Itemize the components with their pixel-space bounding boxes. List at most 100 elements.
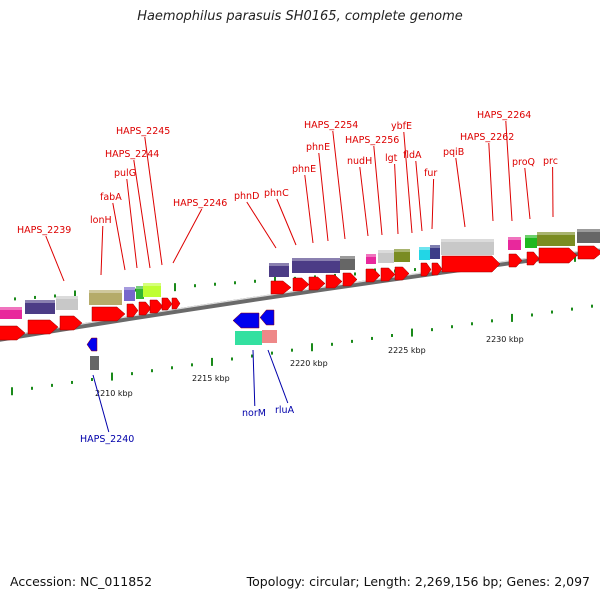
cds-arrow (538, 247, 578, 264)
gene-label: ybfE (391, 121, 412, 132)
feature-highlight (124, 287, 135, 290)
cds-arrow (441, 255, 501, 273)
cds-arrow (161, 297, 173, 311)
leader-line (45, 235, 65, 282)
lower-tick-row (11, 304, 593, 396)
feature-highlight (136, 286, 144, 289)
leader-line (403, 131, 413, 234)
feature-box (89, 290, 122, 305)
cds-arrow (394, 266, 410, 281)
scale-label: 2230 kbp (486, 335, 524, 344)
feature-highlight (508, 237, 521, 240)
cds-arrow (0, 325, 26, 341)
gene-label: HAPS_2254 (304, 120, 358, 131)
gene-label-reverse: rluA (275, 405, 295, 416)
feature-box (235, 331, 262, 345)
cds-arrow (292, 277, 310, 292)
cds-arrow (27, 319, 59, 335)
scale-label: 2210 kbp (95, 389, 133, 398)
reverse-strand-features (86, 309, 277, 370)
feature-highlight (292, 258, 340, 261)
gene-labels: HAPS_2239 lonH fabA pulG HAPS_2244 HAPS_2245 H… (17, 110, 558, 445)
feature-box (525, 235, 537, 248)
gene-label: nudH (347, 156, 372, 167)
gene-label-reverse: HAPS_2240 (80, 434, 134, 445)
cds-arrow (270, 280, 292, 295)
gene-label: HAPS_2264 (477, 110, 531, 121)
gene-label: pqiB (443, 147, 464, 158)
cds-arrow (126, 303, 139, 318)
feature-box (366, 254, 376, 264)
cds-arrow (365, 268, 381, 283)
cds-arrow (171, 297, 181, 310)
leader-line (488, 142, 494, 222)
cds-arrow (342, 272, 358, 287)
gene-label: fabA (100, 192, 122, 203)
cds-arrow (59, 315, 83, 331)
leader-line (524, 167, 531, 220)
gene-label: HAPS_2262 (460, 132, 514, 143)
cds-arrow (577, 245, 600, 260)
accession-text: Accession: NC_011852 (10, 574, 153, 589)
feature-highlight (537, 232, 575, 235)
scale-label: 2225 kbp (388, 346, 426, 355)
feature-box (537, 232, 575, 246)
cds-arrow (149, 299, 164, 314)
feature-highlight (577, 229, 600, 232)
leader-line (276, 198, 297, 246)
gene-label: phnE (306, 142, 330, 153)
leader-line (252, 349, 256, 407)
feature-box (124, 287, 135, 301)
cds-arrow (325, 274, 343, 289)
gene-label: lonH (90, 215, 112, 226)
leader-line (172, 208, 203, 264)
feature-highlight (525, 235, 537, 238)
feature-box (394, 249, 410, 262)
leader-line (394, 163, 399, 235)
gene-label: proQ (512, 157, 535, 168)
leader-line (246, 201, 277, 249)
cds-arrow (420, 262, 432, 277)
cds-arrow-reverse (232, 312, 260, 329)
feature-highlight (394, 249, 410, 252)
scale-label: 2215 kbp (192, 374, 230, 383)
gene-label: phnE (292, 164, 316, 175)
gene-label: HAPS_2245 (116, 126, 170, 137)
scale-label: 2220 kbp (290, 359, 328, 368)
leader-line (455, 157, 466, 228)
gene-label: HAPS_2239 (17, 225, 71, 236)
leader-line (332, 130, 346, 240)
leader-line (126, 178, 138, 269)
forward-strand-cds (0, 245, 600, 341)
feature-highlight (441, 239, 494, 242)
cds-arrow (380, 267, 396, 282)
leader-line (359, 166, 369, 237)
feature-highlight (378, 250, 394, 253)
feature-box (136, 286, 144, 299)
feature-box (340, 256, 355, 270)
cds-arrow (91, 306, 126, 322)
leader-line (144, 136, 163, 266)
cds-arrow (138, 301, 152, 316)
feature-box (56, 296, 78, 310)
feature-highlight (430, 245, 440, 248)
leader-line (133, 159, 151, 269)
feature-box (419, 247, 430, 260)
cds-arrow-reverse (86, 337, 98, 352)
gene-label: pulG (114, 168, 136, 179)
feature-highlight (56, 296, 78, 299)
gene-label: phnD (234, 191, 259, 202)
feature-highlight (143, 283, 161, 286)
map-title: Haemophilus parasuis SH0165, complete ge… (137, 9, 463, 24)
gene-label-reverse: norM (242, 408, 266, 419)
gene-label: prc (543, 156, 558, 167)
feature-box (90, 356, 99, 370)
leader-line (431, 178, 435, 230)
leader-line (304, 174, 314, 244)
cds-arrow-reverse (259, 309, 275, 326)
gene-label: HAPS_2256 (345, 135, 399, 146)
feature-box (269, 263, 289, 277)
leader-line (318, 152, 329, 242)
feature-box (508, 237, 521, 250)
feature-box (378, 250, 394, 263)
